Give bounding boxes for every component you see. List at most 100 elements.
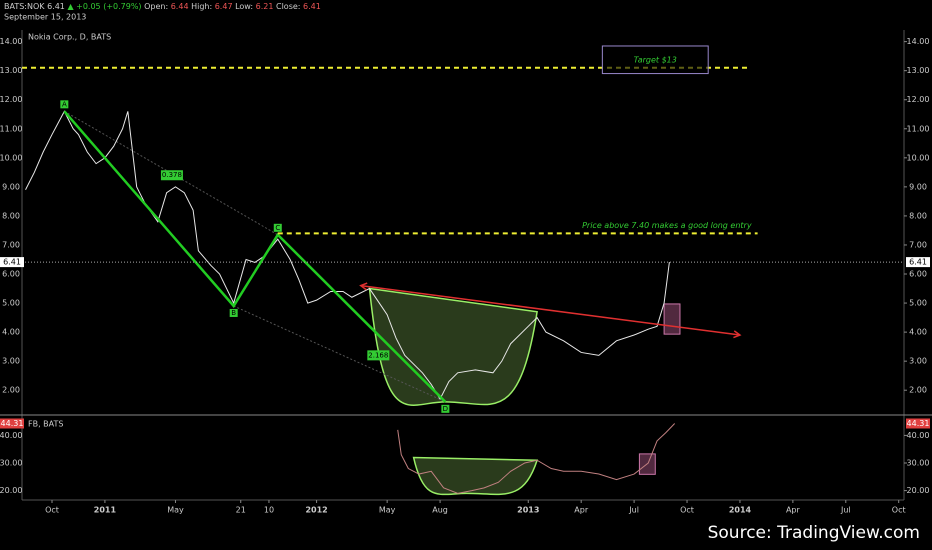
point-label: A — [62, 100, 67, 108]
last-price-badge — [906, 257, 930, 268]
last-price-badge — [0, 257, 24, 268]
y-tick-label: 5.00 — [909, 299, 927, 308]
y-tick-label: 12.00 — [0, 95, 22, 104]
date: September 15, 2013 — [4, 13, 86, 22]
x-tick-label: May — [379, 506, 396, 515]
target-box — [601, 45, 709, 75]
close: 6.41 — [303, 2, 321, 11]
y-tick-label: 14.00 — [0, 37, 22, 46]
label: Low: — [235, 2, 253, 11]
label: Open: — [144, 2, 168, 11]
y-tick-label: 10.00 — [0, 153, 22, 162]
y-tick-label: 5.00 — [2, 299, 20, 308]
y-tick-label: 4.00 — [2, 328, 20, 337]
point-badge — [273, 223, 282, 232]
ratio-badge — [367, 350, 390, 361]
high: 6.47 — [215, 2, 233, 11]
x-tick-label: 21 — [236, 506, 246, 515]
last-price-badge — [0, 418, 24, 429]
y-tick-label: 7.00 — [2, 240, 20, 249]
y-tick-label: 7.00 — [909, 240, 927, 249]
fib-line — [233, 305, 446, 403]
ratio-label: 2.168 — [368, 351, 388, 359]
y-tick-label: 13.00 — [0, 66, 22, 75]
y-tick-label: 20.00 — [907, 486, 930, 495]
y-tick-label: 40.00 — [907, 431, 930, 440]
y-tick-label: 20.00 — [0, 486, 22, 495]
panel-title: Nokia Corp., D, BATS — [28, 33, 111, 42]
low: 6.21 — [256, 2, 274, 11]
fib-line — [64, 110, 279, 236]
open: 6.44 — [171, 2, 189, 11]
x-tick-label: 2012 — [305, 506, 327, 515]
price-line — [25, 110, 670, 400]
point-label: C — [275, 224, 280, 232]
y-tick-label: 11.00 — [907, 124, 930, 133]
x-tick-label: 2014 — [729, 506, 752, 515]
y-tick-label: 2.00 — [909, 386, 927, 395]
last-price-label: 44.31 — [907, 419, 930, 428]
last-price-label: 44.31 — [1, 419, 24, 428]
x-tick-label: Apr — [786, 506, 801, 515]
y-tick-label: 30.00 — [907, 459, 930, 468]
x-tick-label: Oct — [680, 506, 694, 515]
x-tick-label: Oct — [45, 506, 59, 515]
change: ▲ +0.05 (+0.79%) — [67, 2, 141, 11]
y-tick-label: 4.00 — [909, 328, 927, 337]
point-label: B — [231, 309, 236, 317]
x-tick-label: May — [167, 506, 184, 515]
price: 6.41 — [47, 2, 65, 11]
y-tick-label: 40.00 — [0, 431, 22, 440]
y-tick-label: 12.00 — [907, 95, 930, 104]
point-label: D — [443, 405, 448, 413]
target-text: Target $13 — [634, 55, 677, 64]
last-price-label: 6.41 — [909, 258, 927, 267]
cup — [368, 287, 538, 406]
point-badge — [60, 100, 69, 109]
y-tick-label: 8.00 — [909, 211, 927, 220]
entry-text: Price above 7.40 makes a good long entry — [582, 221, 752, 230]
point-badge — [229, 308, 238, 317]
ratio-badge — [160, 170, 183, 181]
x-tick-label: Apr — [574, 506, 589, 515]
label: Close: — [276, 2, 301, 11]
cup — [412, 456, 539, 496]
trendline — [360, 284, 741, 336]
header-line: BATS:NOK 6.41 ▲ +0.05 (+0.79%) Open: 6.4… — [4, 2, 321, 11]
y-tick-label: 3.00 — [909, 357, 927, 366]
pattern-line — [63, 110, 447, 403]
y-tick-label: 11.00 — [0, 124, 22, 133]
point-badge — [441, 404, 450, 413]
y-tick-label: 13.00 — [907, 66, 930, 75]
y-tick-label: 10.00 — [907, 153, 930, 162]
y-tick-label: 2.00 — [2, 386, 20, 395]
y-tick-label: 14.00 — [907, 37, 930, 46]
x-tick-label: Oct — [892, 506, 906, 515]
x-tick-label: Aug — [432, 506, 448, 515]
ratio-label: 0.378 — [162, 171, 182, 179]
symbol: BATS:NOK — [4, 2, 45, 11]
arrow-head — [733, 330, 742, 339]
x-tick-label: Jul — [840, 506, 851, 515]
arrow-head — [359, 282, 368, 291]
x-tick-label: 2013 — [517, 506, 539, 515]
y-tick-label: 8.00 — [2, 211, 20, 220]
y-tick-label: 9.00 — [909, 182, 927, 191]
y-tick-label: 3.00 — [2, 357, 20, 366]
y-tick-label: 9.00 — [2, 182, 20, 191]
x-tick-label: Jul — [628, 506, 639, 515]
y-tick-label: 6.00 — [909, 270, 927, 279]
x-tick-label: 2011 — [94, 506, 117, 515]
last-price-badge — [906, 418, 930, 429]
y-tick-label: 6.00 — [2, 270, 20, 279]
panel-title: FB, BATS — [28, 420, 63, 429]
highlight-box — [663, 303, 681, 335]
y-tick-label: 30.00 — [0, 459, 22, 468]
source: Source: TradingView.com — [708, 523, 920, 543]
label: High: — [191, 2, 212, 11]
last-price-label: 6.41 — [3, 258, 21, 267]
price-line — [397, 423, 676, 494]
x-tick-label: 10 — [264, 506, 274, 515]
